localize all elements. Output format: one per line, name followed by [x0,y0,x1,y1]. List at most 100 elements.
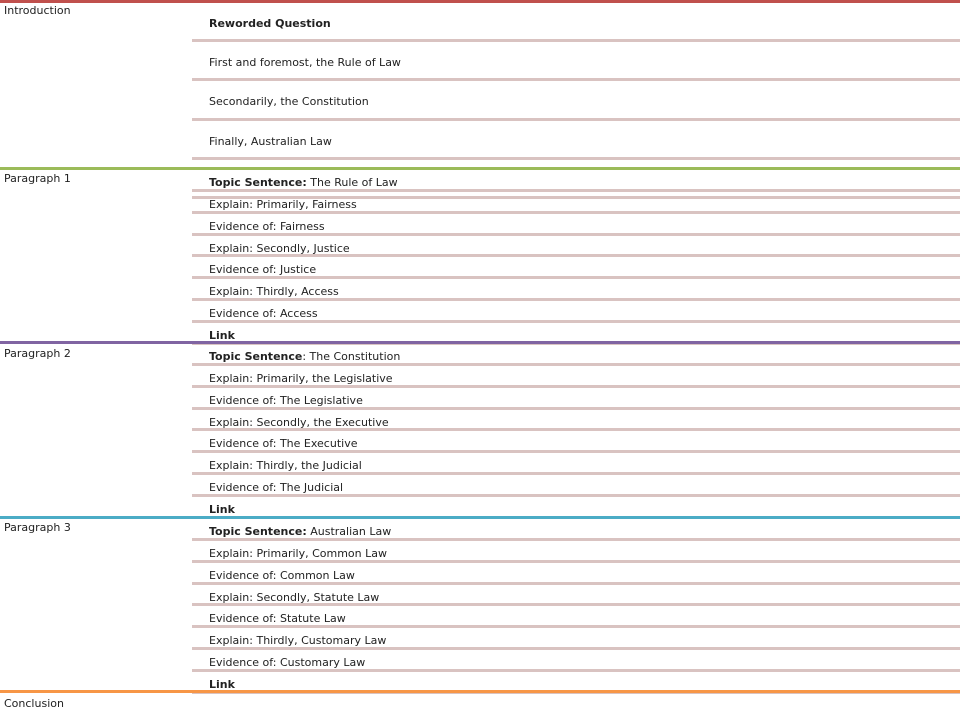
section-conclusion-label: Conclusion [4,697,64,710]
outline-row-detail: Australian Law [306,525,392,538]
section-conclusion-divider [0,690,960,693]
outline-row-text: Evidence of: Common Law [209,569,355,582]
outline-row-heading: Topic Sentence [209,350,303,363]
outline-row-detail: Explain: Thirdly, Customary Law [209,634,387,648]
outline-row-text: Explain: Thirdly, Customary Law [209,634,386,647]
outline-row-detail: Secondarily, the Constitution [209,95,369,109]
section-paragraph-3-label: Paragraph 3 [4,521,71,534]
outline-row-text: Explain: Thirdly, the Judicial [209,459,362,472]
section-introduction-label: Introduction [4,4,71,17]
outline-row-text: Topic Sentence: The Rule of Law [209,176,398,189]
outline-row: First and foremost, the Rule of Law [192,42,960,82]
outline-row-text: Evidence of: Justice [209,263,316,276]
row-separator [192,232,960,236]
outline-row-detail: Finally, Australian Law [209,134,332,148]
outline-row-detail: The Rule of Law [306,176,398,189]
outline-row-detail: Evidence of: Fairness [209,219,325,233]
row-separator [192,625,960,629]
outline-row-text: Link [209,503,235,516]
outline-row-text: Explain: Primarily, the Legislative [209,372,393,385]
outline-row: Evidence of: Justice [192,257,960,280]
outline-row-text: Explain: Primarily, Common Law [209,547,387,560]
outline-row-detail: First and foremost, the Rule of Law [209,56,401,70]
outline-row-detail: Evidence of: The Judicial [209,481,344,495]
outline-row: Explain: Primarily, Common Law [192,541,960,563]
row-separator [192,319,960,323]
row-separator [192,78,960,82]
row-separator [192,472,960,476]
row-separator [192,39,960,43]
row-separator [192,362,960,366]
outline-row-text: First and foremost, the Rule of Law [209,56,401,69]
section-introduction-divider [0,0,960,3]
outline-row: Evidence of: The Judicial [192,475,960,497]
row-separator [192,276,960,280]
outline-row-detail: Explain: Primarily, the Legislative [209,371,393,385]
row-separator [192,195,960,199]
outline-row: Explain: Thirdly, the Judicial [192,453,960,476]
outline-row-text: Reworded Question [209,17,331,30]
outline-row-detail: Evidence of: Justice [209,263,317,277]
outline-row-detail: Evidence of: Access [209,307,318,321]
outline-row: Topic Sentence: The Constitution [192,344,960,366]
outline-row-heading: Link [209,328,235,342]
outline-row-text: Explain: Thirdly, Access [209,285,339,298]
outline-row-heading: Link [209,502,235,516]
outline-row-text: Link [209,678,235,691]
row-separator [192,581,960,585]
outline-row-heading: Reworded Question [209,17,331,30]
outline-row: Evidence of: The Legislative [192,388,960,410]
row-separator [192,117,960,121]
outline-row: Evidence of: Common Law [192,563,960,585]
outline-row-text: Evidence of: The Executive [209,437,357,450]
section-paragraph-1-label: Paragraph 1 [4,172,71,185]
outline-row: Evidence of: The Executive [192,431,960,454]
outline-row: Evidence of: Fairness [192,214,960,236]
outline-row [192,160,960,199]
outline-row-detail: Explain: Thirdly, the Judicial [209,459,362,473]
outline-row-text: Link [209,329,235,342]
outline-row-text: Topic Sentence: Australian Law [209,525,391,538]
outline-row: Finally, Australian Law [192,121,960,160]
outline-row-detail: Evidence of: The Executive [209,437,358,451]
outline-row-detail: Evidence of: Customary Law [209,656,366,670]
outline-row-detail: Evidence of: Common Law [209,568,355,582]
outline-row-text: Secondarily, the Constitution [209,95,369,108]
row-separator [192,668,960,672]
row-separator [192,298,960,302]
outline-row-text: Topic Sentence: The Constitution [209,350,400,363]
row-separator [192,603,960,607]
outline-row: Explain: Secondly, the Executive [192,410,960,432]
outline-row-heading: Topic Sentence: [209,525,307,538]
outline-row-heading: Link [209,677,235,691]
outline-row: Explain: Thirdly, Customary Law [192,628,960,651]
outline-row-text: Explain: Primarily, Fairness [209,198,357,211]
outline-row-text: Evidence of: The Judicial [209,481,343,494]
section-paragraph-2-label: Paragraph 2 [4,347,71,360]
section-paragraph-1-divider [0,167,960,170]
outline-row-detail: Evidence of: The Legislative [209,393,363,407]
row-separator [192,156,960,160]
outline-row-heading: Topic Sentence: [209,176,307,189]
outline-row: Evidence of: Statute Law [192,606,960,629]
outline-row: Explain: Primarily, Fairness [192,192,960,214]
outline-row: Explain: Secondly, Statute Law [192,585,960,607]
outline-row-detail: Explain: Secondly, Justice [209,241,350,255]
outline-row: Topic Sentence: Australian Law [192,519,960,541]
outline-row-detail: Evidence of: Statute Law [209,612,346,626]
outline-row-detail: Explain: Primarily, Fairness [209,197,357,211]
outline-row-text: Explain: Secondly, Justice [209,242,350,255]
row-separator [192,210,960,214]
outline-row-text: Evidence of: Statute Law [209,612,346,625]
row-separator [192,450,960,454]
outline-row: Evidence of: Access [192,301,960,323]
outline-row: Explain: Secondly, Justice [192,236,960,258]
outline-row: Explain: Thirdly, Access [192,279,960,302]
row-separator [192,254,960,258]
row-separator [192,384,960,388]
outline-row-detail: : The Constitution [302,350,401,363]
outline-row-detail: Explain: Primarily, Common Law [209,546,387,560]
outline-row: Topic Sentence: The Rule of Law [192,170,960,192]
outline-row: Explain: Primarily, the Legislative [192,366,960,388]
outline-row: Evidence of: Customary Law [192,650,960,672]
